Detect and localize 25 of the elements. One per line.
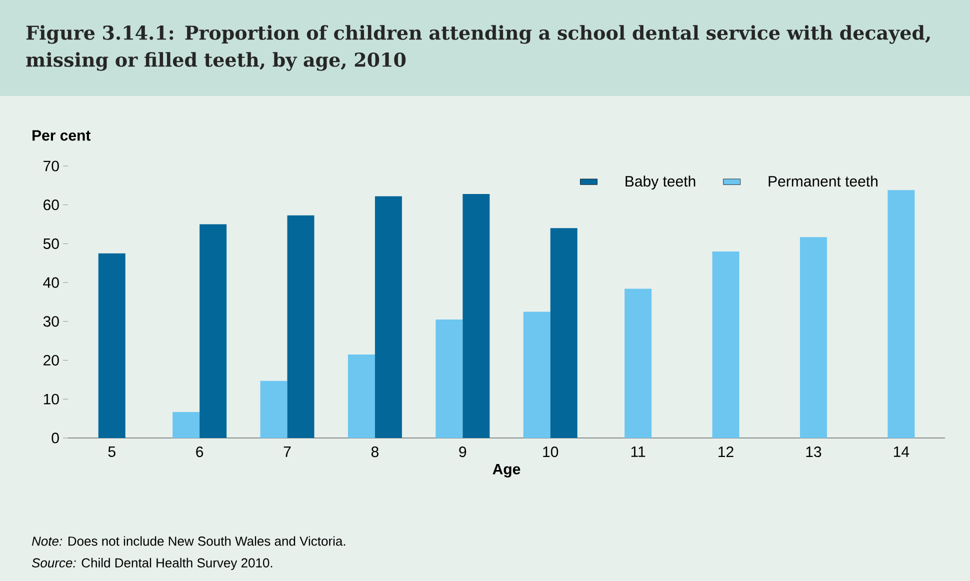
x-tick-label: 10	[543, 446, 558, 458]
y-tick-label: 70	[44, 160, 59, 172]
x-tick-label: 14	[894, 446, 910, 457]
y-tick-label: 50	[43, 238, 59, 250]
y-tick-label: 20	[44, 354, 59, 366]
y-tick-label: 60	[44, 200, 59, 210]
x-tick-label: 5	[108, 446, 116, 457]
x-tick-label: 8	[371, 446, 378, 458]
x-tick-label: 12	[718, 446, 734, 457]
y-tick-label: 40	[43, 277, 59, 288]
x-tick-label: 11	[631, 446, 646, 457]
legend-label: Baby teeth	[626, 176, 696, 190]
chart-title: Figure 3.14.1: Proportion of children attending a school dental service with decayed, missing or filled teeth, by age, 2010	[26, 25, 930, 71]
x-tick-label: 7	[284, 446, 291, 457]
y-axis-title: Per cent	[32, 130, 91, 141]
text: Source: Child Dental Health Survey 2010.	[32, 558, 272, 570]
x-axis-title: Age	[492, 464, 520, 478]
y-tick-label: 0	[52, 432, 59, 444]
y-tick-label: 30	[43, 316, 59, 327]
x-tick-label: 9	[459, 446, 466, 458]
y-tick-label: 10	[44, 394, 59, 404]
legend-label: Permanent teeth	[768, 176, 878, 187]
text: Note: Does not include New South Wales and Victoria.	[32, 536, 346, 546]
x-tick-label: 13	[806, 446, 822, 458]
x-tick-label: 6	[196, 446, 204, 458]
